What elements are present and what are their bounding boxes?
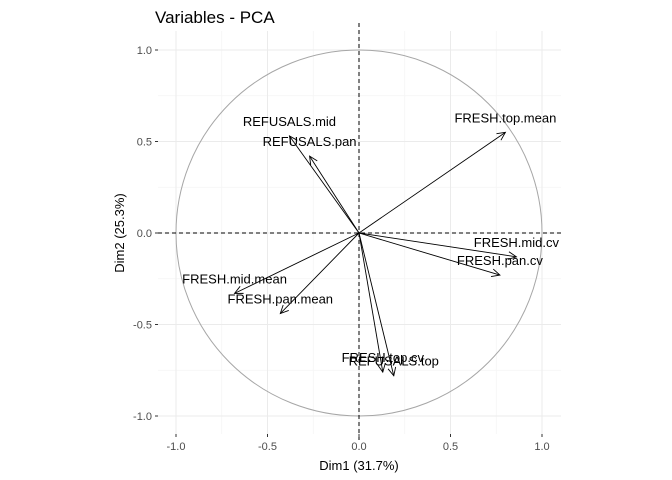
arrow-refusals-pan: [309, 155, 360, 234]
y-tick-label: 0.5: [137, 137, 152, 149]
arrow-shaft: [279, 232, 360, 314]
arrow-head: [507, 251, 518, 260]
arrow-shaft: [358, 232, 395, 376]
arrow-shaft: [309, 155, 360, 234]
arrow-shaft: [289, 135, 360, 234]
x-tick-label: -0.5: [258, 441, 277, 453]
variable-label-refusals-pan: REFUSALS.pan: [263, 134, 357, 149]
x-axis-title: Dim1 (31.7%): [319, 458, 398, 473]
x-tick-label: 0.5: [443, 441, 458, 453]
variable-label-fresh-top-mean: FRESH.top.mean: [454, 110, 556, 125]
arrow-fresh-pan-cv: [358, 232, 501, 277]
arrow-shaft: [358, 232, 501, 276]
arrow-head: [233, 286, 244, 294]
y-axis-title: Dim2 (25.3%): [112, 193, 127, 272]
arrow-shaft: [234, 232, 360, 294]
variable-labels: REFUSALS.mid REFUSALS.pan FRESH.top.mean FR…: [182, 110, 559, 368]
arrow-head: [377, 363, 386, 374]
arrow-head: [288, 135, 298, 145]
y-axis-ticks: -1.0 -0.5 0.0 0.5 1.0: [133, 45, 158, 423]
y-tick-label: 1.0: [137, 45, 152, 57]
y-tick-label: -1.0: [133, 411, 152, 423]
variable-arrows: [233, 131, 518, 377]
variable-label-fresh-pan-mean: FRESH.pan.mean: [228, 292, 334, 307]
arrow-head: [496, 131, 507, 141]
x-axis-ticks: -1.0 -0.5 0.0 0.5 1.0: [167, 434, 550, 453]
arrow-shaft: [358, 131, 506, 234]
arrow-fresh-mid-cv: [358, 232, 518, 260]
arrow-fresh-top-cv: [358, 232, 386, 374]
arrow-refusals-mid: [288, 135, 360, 234]
x-tick-label: 1.0: [534, 441, 549, 453]
x-tick-label: 0.0: [351, 441, 366, 453]
variable-label-fresh-mid-mean: FRESH.mid.mean: [182, 271, 287, 286]
arrow-head: [490, 268, 501, 277]
arrow-fresh-pan-mean: [279, 232, 360, 315]
arrow-fresh-top-mean: [358, 131, 507, 234]
arrow-shaft: [358, 232, 517, 258]
x-tick-label: -1.0: [167, 441, 186, 453]
y-tick-label: -0.5: [133, 320, 152, 332]
arrow-head: [279, 304, 289, 315]
chart-title: Variables - PCA: [155, 8, 275, 27]
arrow-fresh-mid-mean: [233, 232, 360, 294]
y-tick-label: 0.0: [137, 228, 152, 240]
variable-label-fresh-mid-cv: FRESH.mid.cv: [474, 235, 560, 250]
arrow-head: [387, 366, 397, 377]
variable-label-refusals-mid: REFUSALS.mid: [243, 114, 336, 129]
variable-label-fresh-top-cv: FRESH.top.cv: [342, 350, 425, 365]
arrow-shaft: [358, 232, 384, 373]
arrow-refusals-top: [358, 232, 397, 377]
variable-label-fresh-pan-cv: FRESH.pan.cv: [457, 253, 543, 268]
arrow-head: [309, 155, 318, 166]
variable-label-refusals-top: REFUSALS.top: [349, 354, 439, 369]
